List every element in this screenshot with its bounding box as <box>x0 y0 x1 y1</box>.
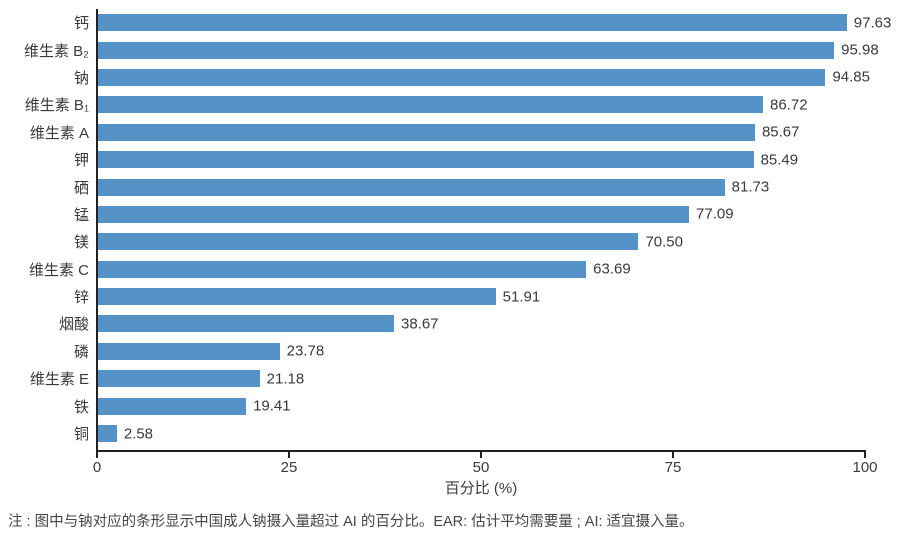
bar-row: 锰 77.09 <box>0 201 908 228</box>
bar-track: 85.67 <box>97 123 865 141</box>
bar-track: 77.09 <box>97 205 865 223</box>
bar-row: 锌 51.91 <box>0 283 908 310</box>
bar-row: 维生素 E 21.18 <box>0 365 908 392</box>
y-axis-line <box>96 9 98 450</box>
bar <box>97 68 826 86</box>
bar-row: 钙 97.63 <box>0 9 908 36</box>
bar-track: 51.91 <box>97 288 865 306</box>
value-label: 19.41 <box>253 397 291 415</box>
x-axis-line <box>96 450 866 452</box>
category-label: 锰 <box>73 206 89 224</box>
category-label: 维生素 C <box>28 261 89 279</box>
bar <box>97 425 117 443</box>
bar <box>97 288 496 306</box>
bar-row: 铁 19.41 <box>0 392 908 419</box>
category-label: 维生素 A <box>29 124 89 142</box>
category-label: 铁 <box>73 398 89 416</box>
axis-tick <box>288 452 290 458</box>
category-label: 烟酸 <box>58 316 89 334</box>
bar-track: 81.73 <box>97 178 865 196</box>
bar-track: 19.41 <box>97 397 865 415</box>
tick-label: 100 <box>852 459 878 476</box>
value-label: 77.09 <box>696 205 734 223</box>
category-label: 钠 <box>73 69 89 87</box>
tick-label: 50 <box>472 459 490 476</box>
bar <box>97 233 639 251</box>
bar-track: 21.18 <box>97 370 865 388</box>
bar-row: 钾 85.49 <box>0 146 908 173</box>
bar <box>97 178 725 196</box>
value-label: 81.73 <box>731 178 770 196</box>
axis-tick <box>96 452 98 458</box>
bar <box>97 315 394 333</box>
bar-track: 23.78 <box>97 342 865 360</box>
x-axis-ticks: 0 25 50 75 100 <box>93 452 878 482</box>
value-label: 70.50 <box>645 233 683 251</box>
x-axis-title: 百分比 (%) <box>444 480 518 497</box>
bar-track: 95.98 <box>97 41 879 59</box>
bar-row: 磷 23.78 <box>0 338 908 365</box>
category-label: 镁 <box>73 234 89 252</box>
value-label: 95.98 <box>841 41 879 59</box>
bar-track: 94.85 <box>97 68 870 86</box>
bar <box>97 14 847 32</box>
category-label: 维生素 B₂ <box>24 42 89 60</box>
value-label: 23.78 <box>286 342 325 360</box>
value-label: 94.85 <box>832 68 870 86</box>
bar <box>97 397 247 415</box>
bar-row: 维生素 C 63.69 <box>0 256 908 283</box>
category-label: 硒 <box>73 179 89 197</box>
category-label: 维生素 E <box>29 371 89 389</box>
category-label: 磷 <box>73 343 89 361</box>
value-label: 97.63 <box>853 14 892 32</box>
axis-tick <box>480 452 482 458</box>
value-label: 21.18 <box>266 370 305 388</box>
value-label: 38.67 <box>400 315 439 333</box>
bar-track: 38.67 <box>97 315 865 333</box>
bar <box>97 96 763 114</box>
bars-container: 钙 97.63 维生素 B₂ 95.98 钠 94.85 维生素 B₁ 86.72 维生素 A 8… <box>0 9 908 447</box>
value-label: 63.69 <box>593 260 631 278</box>
bar-track: 97.63 <box>97 14 891 32</box>
axis-tick <box>864 452 866 458</box>
value-label: 51.91 <box>502 288 541 306</box>
bar-row: 钠 94.85 <box>0 64 908 91</box>
bar-row: 镁 70.50 <box>0 228 908 255</box>
bar <box>97 370 260 388</box>
bar <box>97 41 835 59</box>
bar-row: 硒 81.73 <box>0 173 908 200</box>
footnote: 注 : 图中与钠对应的条形显示中国成人钠摄入量超过 AI 的百分比。EAR: 估… <box>8 514 694 530</box>
category-label: 锌 <box>73 289 89 307</box>
bar <box>97 151 754 169</box>
bar-track: 70.50 <box>97 233 865 251</box>
bar-row: 维生素 A 85.67 <box>0 119 908 146</box>
value-label: 2.58 <box>123 425 154 443</box>
tick-label: 75 <box>664 459 682 476</box>
tick-label: 0 <box>92 459 102 476</box>
category-label: 钾 <box>73 152 89 170</box>
tick-label: 25 <box>280 459 298 476</box>
bar-row: 铜 2.58 <box>0 420 908 447</box>
bar <box>97 123 755 141</box>
bar-track: 2.58 <box>97 425 865 443</box>
bar <box>97 342 280 360</box>
value-label: 86.72 <box>770 96 808 114</box>
bar-row: 维生素 B₁ 86.72 <box>0 91 908 118</box>
bar-track: 86.72 <box>97 96 865 114</box>
bar <box>97 260 587 278</box>
value-label: 85.49 <box>760 151 799 169</box>
category-label: 钙 <box>73 15 89 33</box>
category-label: 铜 <box>73 426 89 444</box>
category-label: 维生素 B₁ <box>24 97 89 115</box>
bar <box>97 205 690 223</box>
bar-track: 63.69 <box>97 260 865 278</box>
bar-row: 维生素 B₂ 95.98 <box>0 36 908 63</box>
value-label: 85.67 <box>761 123 800 141</box>
bar-row: 烟酸 38.67 <box>0 310 908 337</box>
bar-track: 85.49 <box>97 151 865 169</box>
axis-tick <box>672 452 674 458</box>
